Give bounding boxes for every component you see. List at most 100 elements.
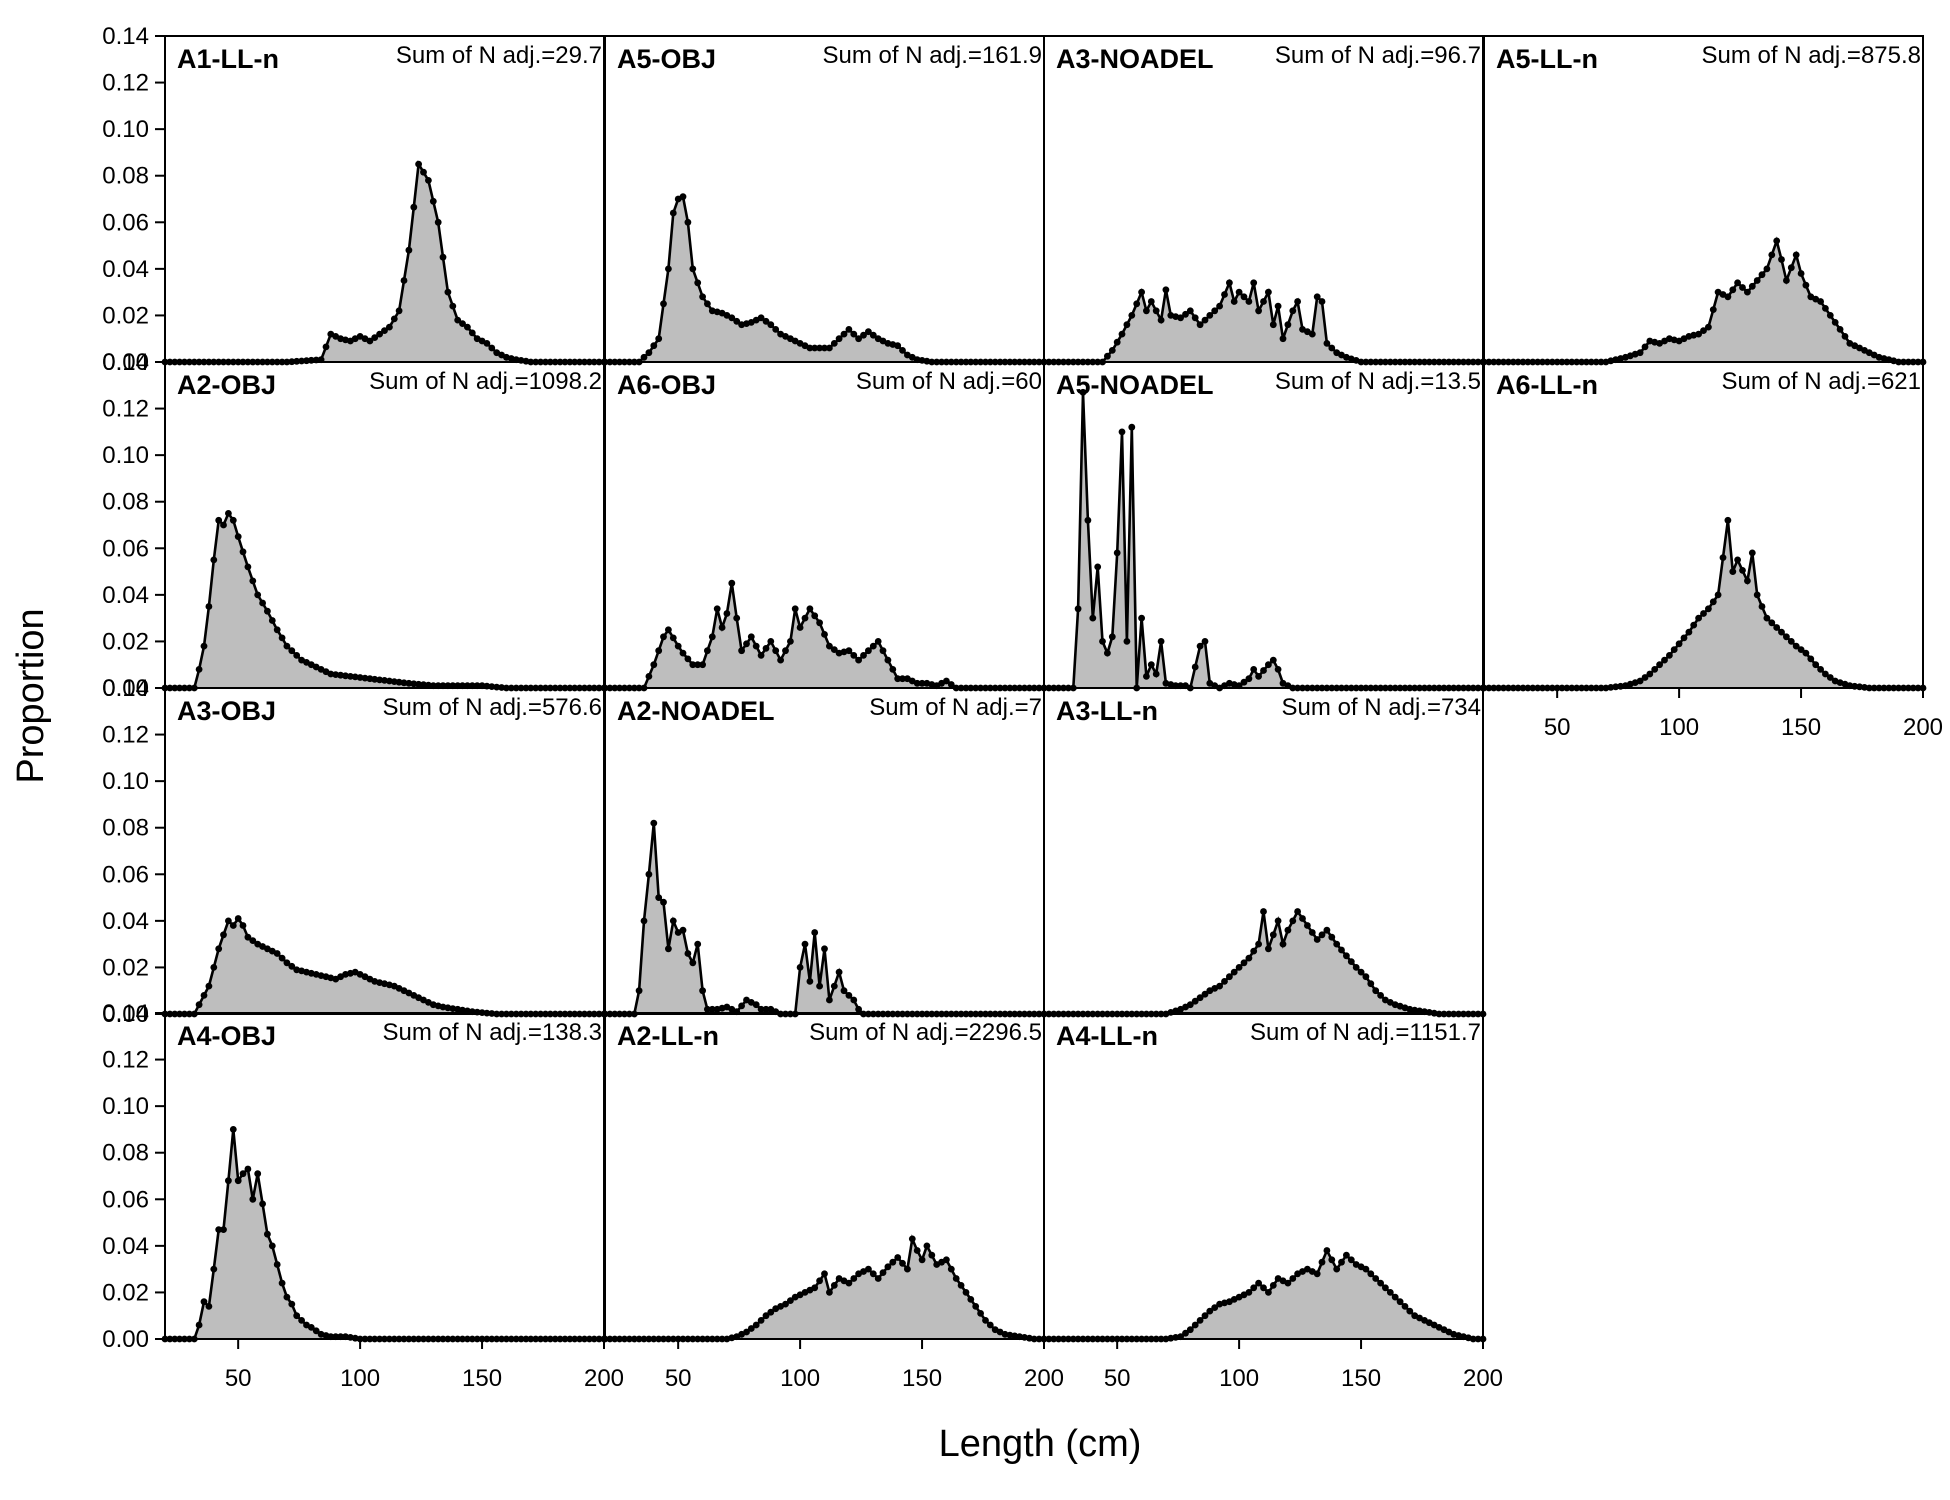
- data-point: [1191, 997, 1199, 1005]
- data-point: [1323, 926, 1331, 934]
- data-point: [767, 321, 775, 329]
- data-point: [1269, 321, 1277, 329]
- data-point: [821, 631, 828, 638]
- data-point: [1079, 388, 1087, 396]
- y-tick-label: 0.10: [102, 116, 149, 143]
- area-fill: [605, 196, 1044, 362]
- y-tick-label: 0.14: [102, 23, 149, 50]
- data-point: [650, 661, 658, 669]
- panel-A2-LL-n: A2-LL-n Sum of N adj.=2296.5 50 100 150 200: [601, 1012, 1064, 1392]
- y-tick-label: 0.02: [102, 954, 149, 981]
- data-point: [669, 634, 677, 642]
- panel-frame: [1483, 35, 1924, 363]
- data-point: [1196, 1317, 1204, 1324]
- data-point: [708, 633, 716, 641]
- data-point: [689, 661, 697, 669]
- data-point: [429, 197, 437, 205]
- data-point: [195, 1321, 203, 1329]
- data-point: [879, 647, 887, 655]
- data-point: [811, 344, 819, 352]
- data-point: [957, 1282, 965, 1289]
- data-point: [821, 1270, 828, 1278]
- data-point: [1255, 307, 1262, 315]
- data-point: [1182, 1329, 1189, 1337]
- data-point: [1739, 567, 1746, 574]
- data-point: [1245, 954, 1253, 962]
- panel-frame: [164, 35, 605, 363]
- data-point: [229, 1126, 237, 1133]
- y-tick-label: 0.08: [102, 489, 149, 516]
- data-point: [816, 1277, 823, 1285]
- data-point: [1274, 666, 1282, 673]
- data-point: [801, 614, 809, 622]
- data-point: [1226, 973, 1233, 981]
- panel-A6-LL-n: A6-LL-n Sum of N adj.=621 50 100 150 200: [1480, 361, 1943, 741]
- panel-title: A2-NOADEL: [617, 696, 775, 726]
- data-point: [684, 218, 692, 226]
- y-tick-label: 0.10: [102, 768, 149, 795]
- data-point: [1695, 614, 1702, 622]
- data-point: [796, 624, 804, 631]
- data-point: [826, 996, 833, 1004]
- data-point: [811, 612, 819, 620]
- data-point: [952, 1275, 960, 1282]
- data-point: [1753, 277, 1761, 284]
- data-point: [830, 1282, 838, 1289]
- data-point: [1817, 298, 1824, 305]
- data-point: [830, 982, 838, 990]
- data-point: [254, 591, 262, 599]
- panel-A2-OBJ: A2-OBJ Sum of N adj.=1098.2 0.00 0.02 0.04 0.…: [102, 349, 608, 702]
- data-point: [268, 1242, 276, 1250]
- data-point: [1656, 661, 1663, 669]
- data-point: [806, 344, 814, 352]
- data-point: [757, 1005, 765, 1013]
- data-point: [1768, 251, 1776, 259]
- data-point: [268, 617, 276, 624]
- data-point: [1186, 1001, 1194, 1009]
- panel-sum-label: Sum of N adj.=7: [869, 694, 1042, 721]
- data-point: [278, 634, 286, 642]
- data-point: [395, 307, 403, 315]
- data-point: [1186, 1326, 1194, 1334]
- data-point: [1260, 667, 1267, 674]
- x-tick-label: 200: [1024, 1365, 1064, 1392]
- data-point: [850, 996, 858, 1004]
- data-point: [210, 964, 218, 971]
- data-point: [752, 1321, 760, 1329]
- y-tick-label: 0.02: [102, 302, 149, 329]
- y-tick-label: 0.10: [102, 1093, 149, 1120]
- data-point: [640, 917, 648, 925]
- x-tick-label: 150: [1781, 714, 1821, 741]
- data-point: [869, 642, 877, 650]
- data-point: [234, 1177, 242, 1185]
- data-point: [645, 870, 653, 878]
- data-point: [704, 647, 711, 655]
- data-point: [1089, 614, 1097, 622]
- data-point: [855, 335, 862, 343]
- data-point: [298, 1317, 305, 1324]
- data-point: [860, 652, 867, 659]
- data-point: [1206, 312, 1214, 319]
- data-point: [1802, 649, 1810, 657]
- data-point: [743, 640, 750, 648]
- data-point: [415, 680, 422, 688]
- data-point: [1118, 428, 1126, 436]
- data-point: [1250, 1284, 1258, 1292]
- data-point: [835, 968, 843, 976]
- data-point: [728, 314, 736, 322]
- data-point: [215, 945, 223, 953]
- data-point: [1201, 1312, 1209, 1320]
- x-tick-label: 50: [225, 1365, 252, 1392]
- x-tick-label: 150: [462, 1365, 502, 1392]
- data-point: [1748, 282, 1756, 290]
- data-point: [1636, 677, 1644, 685]
- panel-sum-label: Sum of N adj.=1151.7: [1250, 1019, 1481, 1046]
- data-point: [1347, 1256, 1355, 1264]
- data-point: [1308, 929, 1316, 936]
- data-point: [694, 279, 702, 287]
- data-point: [913, 1247, 921, 1254]
- data-point: [855, 656, 862, 664]
- panel-sum-label: Sum of N adj.=13.5: [1275, 368, 1481, 395]
- data-point: [850, 330, 858, 338]
- data-point: [738, 1002, 745, 1010]
